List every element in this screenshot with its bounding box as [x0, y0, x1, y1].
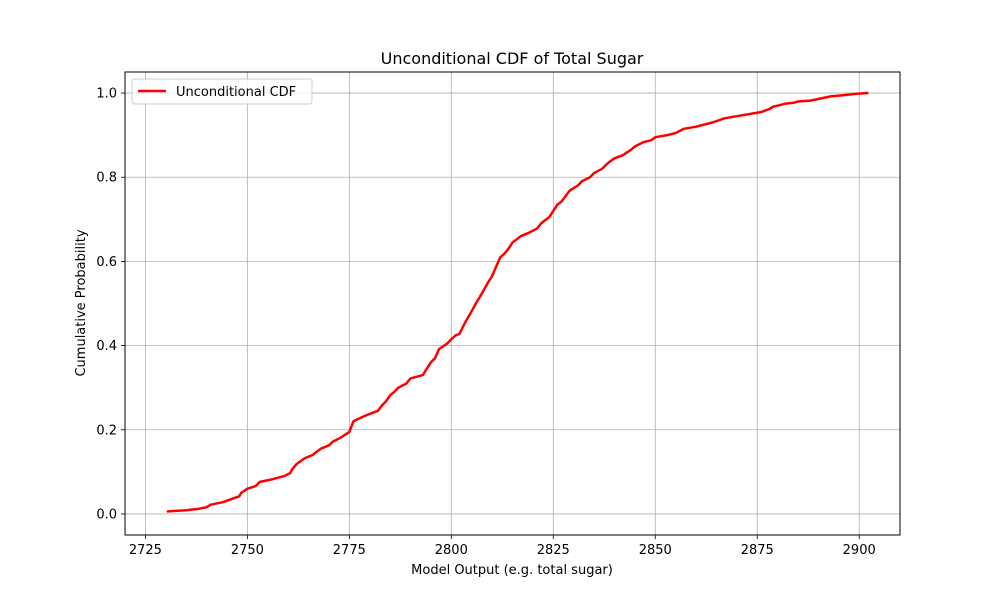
legend: Unconditional CDF	[131, 78, 313, 105]
y-tick-label: 1.0	[96, 87, 117, 102]
legend-entry-label: Unconditional CDF	[176, 85, 296, 100]
x-axis-label: Model Output (e.g. total sugar)	[411, 563, 613, 578]
y-axis-label: Cumulative Probability	[74, 229, 89, 376]
x-tick-label: 2775	[333, 543, 366, 558]
x-tick-label: 2850	[639, 543, 672, 558]
chart-title: Unconditional CDF of Total Sugar	[381, 49, 644, 68]
y-tick-label: 0.4	[96, 339, 117, 354]
x-tick-label: 2800	[435, 543, 468, 558]
series-line-unconditional-cdf	[166, 91, 869, 513]
plot-frame	[124, 71, 901, 536]
x-tick-label: 2900	[843, 543, 876, 558]
y-tick-label: 0.8	[96, 171, 117, 186]
y-tick-label: 0.0	[96, 507, 117, 522]
x-tick-label: 2750	[231, 543, 264, 558]
x-tick-label: 2825	[537, 543, 570, 558]
x-axis-ticks: 2725 2750 2775 2800 2825 2850 2875 2900	[129, 535, 876, 558]
grid-lines	[125, 72, 900, 535]
legend-box	[131, 78, 313, 105]
y-tick-label: 0.2	[96, 423, 117, 438]
x-tick-label: 2875	[741, 543, 774, 558]
x-tick-label: 2725	[129, 543, 162, 558]
y-axis-ticks: 0.0 0.2 0.4 0.6 0.8 1.0	[96, 87, 125, 522]
plot-series	[166, 91, 869, 513]
y-tick-label: 0.6	[96, 255, 117, 270]
